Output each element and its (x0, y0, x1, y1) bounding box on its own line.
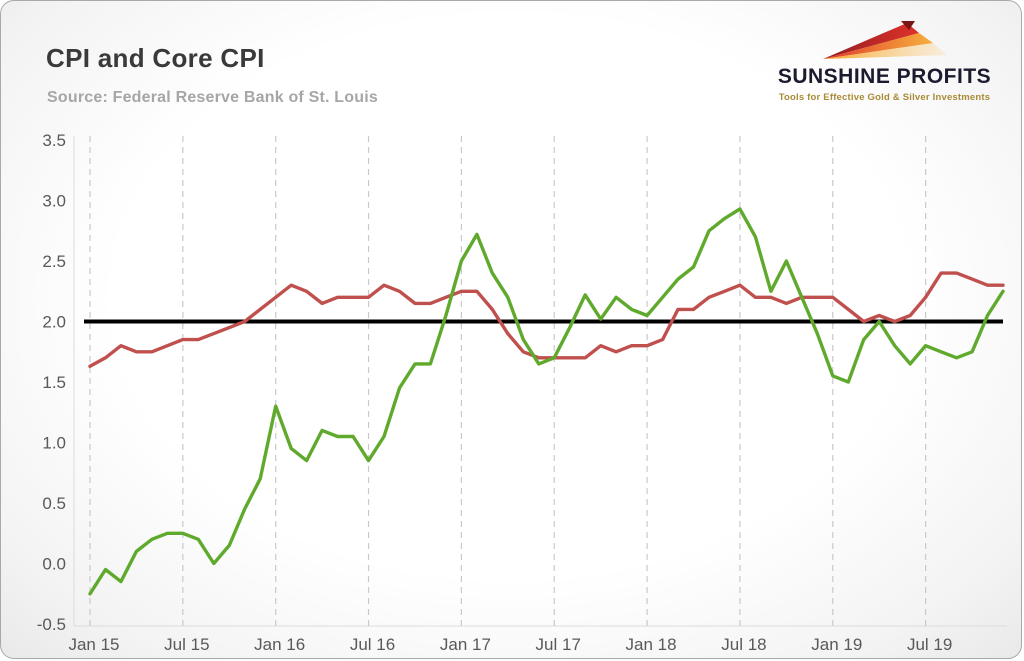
x-tick-label: Jul 19 (907, 635, 952, 654)
x-tick-label: Jan 19 (811, 635, 862, 654)
x-tick-label: Jul 17 (536, 635, 581, 654)
x-tick-label: Jul 18 (721, 635, 766, 654)
x-tick-label: Jul 15 (164, 635, 209, 654)
logo-tagline: Tools for Effective Gold & Silver Invest… (778, 92, 991, 103)
logo-arrows-icon (822, 21, 947, 59)
x-tick-label: Jan 17 (440, 635, 491, 654)
chart-source: Source: Federal Reserve Bank of St. Loui… (47, 89, 378, 106)
core-cpi-line (88, 271, 1005, 369)
y-tick-label: 0.0 (42, 555, 66, 574)
y-tick-label: -0.5 (37, 615, 66, 634)
x-tick-label: Jan 16 (254, 635, 305, 654)
chart-svg: -0.5 0.0 0.5 1.0 1.5 2.0 2.5 3.0 3.5 Jan 15 Jul 15… (37, 131, 1007, 654)
y-tick-label: 2.0 (42, 313, 66, 332)
y-tick-label: 0.5 (42, 494, 66, 513)
cpi-line (88, 207, 1005, 596)
y-tick-label: 3.0 (42, 192, 66, 211)
sunshine-profits-logo: SUNSHINE PROFITS Tools for Effective Gol… (762, 21, 1007, 103)
y-tick-label: 2.5 (42, 252, 66, 271)
chart-title: CPI and Core CPI (46, 43, 265, 73)
y-tick-label: 1.5 (42, 373, 66, 392)
x-tick-label: Jul 16 (350, 635, 395, 654)
y-tick-label: 3.5 (42, 131, 66, 150)
logo-name: SUNSHINE PROFITS (777, 65, 992, 88)
x-tick-label: Jan 15 (68, 635, 119, 654)
y-tick-label: 1.0 (42, 434, 66, 453)
x-tick-label: Jan 18 (626, 635, 677, 654)
